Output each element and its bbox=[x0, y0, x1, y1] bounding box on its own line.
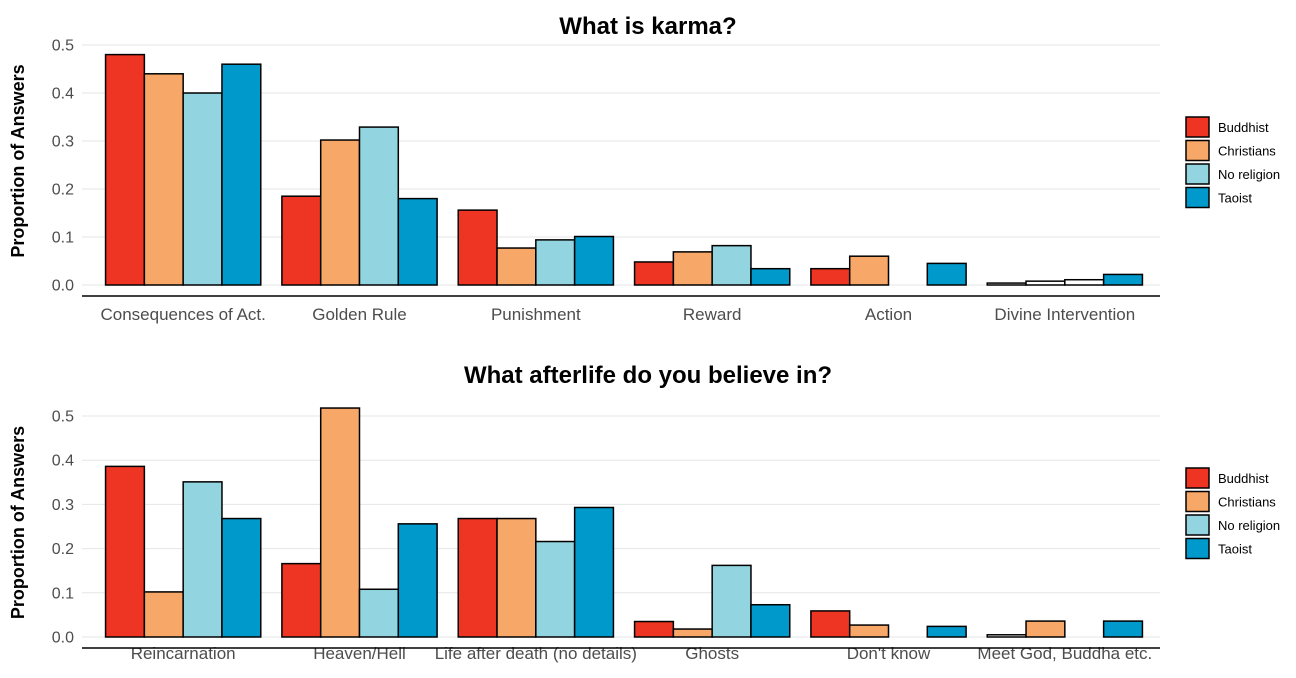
bar-reward-no-religion bbox=[711, 244, 752, 286]
x-tick-label: Consequences of Act. bbox=[100, 305, 265, 324]
legend-swatch-christians bbox=[1185, 490, 1210, 513]
bar-consequences-of-act-taoist bbox=[221, 63, 262, 286]
chart-title: What is karma? bbox=[559, 13, 736, 40]
bar-divine-intervention-taoist bbox=[1102, 273, 1144, 286]
bar-reincarnation-no-religion bbox=[182, 481, 223, 638]
y-axis-label: Proportion of Answers bbox=[8, 426, 28, 619]
legend-swatch-no-religion bbox=[1185, 163, 1210, 185]
x-tick-label: Reward bbox=[683, 305, 742, 324]
legend-swatch-taoist bbox=[1185, 537, 1210, 560]
legend-label-taoist: Taoist bbox=[1218, 542, 1252, 557]
bar-life-after-death-no-details-christians bbox=[496, 517, 537, 638]
bar-life-after-death-no-details-buddhist bbox=[457, 517, 498, 638]
y-axis-label: Proportion of Answers bbox=[8, 64, 28, 257]
bar-punishment-christians bbox=[496, 247, 537, 286]
legend-label-christians: Christians bbox=[1218, 495, 1276, 510]
x-tick-label: Heaven/Hell bbox=[313, 644, 406, 663]
bar-meet-god-buddha-etc-christians bbox=[1025, 620, 1066, 638]
chart-title: What afterlife do you believe in? bbox=[464, 362, 832, 389]
bar-golden-rule-no-religion bbox=[358, 126, 400, 286]
karma-chart: What is karma? Proportion of Answers 0.0 0.… bbox=[8, 13, 1280, 324]
bar-divine-intervention-no-religion bbox=[1064, 278, 1105, 286]
x-tick-label: Meet God, Buddha etc. bbox=[977, 644, 1152, 663]
y-tick-label: 0.2 bbox=[52, 182, 74, 199]
x-tick-label: Golden Rule bbox=[312, 305, 407, 324]
y-tick-label: 0.3 bbox=[52, 497, 74, 514]
bar-golden-rule-buddhist bbox=[281, 195, 322, 286]
legend-swatch-no-religion bbox=[1185, 514, 1210, 536]
bar-reincarnation-christians bbox=[143, 591, 184, 638]
legend-label-buddhist: Buddhist bbox=[1218, 471, 1269, 486]
bar-action-christians bbox=[848, 255, 890, 286]
x-tick-label: Life after death (no details) bbox=[435, 644, 637, 663]
legend-swatch-christians bbox=[1185, 139, 1210, 162]
legend-label-no-religion: No religion bbox=[1218, 518, 1280, 533]
bar-ghosts-taoist bbox=[750, 603, 791, 638]
bar-meet-god-buddha-etc-buddhist bbox=[986, 634, 1027, 638]
x-tick-label: Ghosts bbox=[685, 644, 739, 663]
y-tick-label: 0.2 bbox=[52, 541, 74, 558]
y-tick-label: 0.1 bbox=[52, 230, 74, 247]
bar-punishment-taoist bbox=[573, 235, 615, 286]
y-tick-label: 0.0 bbox=[52, 278, 74, 295]
bar-heaven-hell-buddhist bbox=[281, 562, 322, 638]
bar-reincarnation-buddhist bbox=[104, 465, 146, 638]
bar-consequences-of-act-no-religion bbox=[182, 92, 223, 286]
bar-ghosts-no-religion bbox=[711, 564, 752, 638]
legend-swatch-buddhist bbox=[1185, 467, 1210, 489]
bar-life-after-death-no-details-no-religion bbox=[535, 540, 576, 638]
bar-punishment-buddhist bbox=[457, 209, 498, 286]
y-tick-label: 0.5 bbox=[52, 409, 74, 426]
bar-don-t-know-buddhist bbox=[810, 610, 851, 638]
bar-heaven-hell-christians bbox=[319, 407, 361, 638]
bar-ghosts-buddhist bbox=[633, 620, 675, 638]
bar-reward-taoist bbox=[750, 267, 791, 286]
legend-label-taoist: Taoist bbox=[1218, 191, 1252, 206]
bar-golden-rule-taoist bbox=[397, 197, 438, 286]
legend-swatch-buddhist bbox=[1185, 116, 1210, 138]
bar-reward-buddhist bbox=[633, 261, 675, 286]
bar-meet-god-buddha-etc-taoist bbox=[1102, 620, 1144, 638]
bar-life-after-death-no-details-taoist bbox=[573, 506, 615, 638]
legend-label-christians: Christians bbox=[1218, 144, 1276, 159]
bar-heaven-hell-no-religion bbox=[358, 588, 400, 638]
x-tick-label: Don't know bbox=[847, 644, 931, 663]
bar-heaven-hell-taoist bbox=[397, 523, 438, 638]
bar-consequences-of-act-buddhist bbox=[104, 53, 146, 286]
bar-don-t-know-taoist bbox=[926, 625, 967, 638]
y-tick-label: 0.1 bbox=[52, 585, 74, 602]
bar-golden-rule-christians bbox=[319, 139, 361, 286]
bar-divine-intervention-buddhist bbox=[986, 282, 1027, 286]
bar-divine-intervention-christians bbox=[1025, 280, 1066, 286]
legend-label-buddhist: Buddhist bbox=[1218, 120, 1269, 135]
x-tick-label: Action bbox=[865, 305, 912, 324]
bar-reward-christians bbox=[672, 251, 713, 286]
bar-ghosts-christians bbox=[672, 628, 713, 638]
y-tick-label: 0.5 bbox=[52, 38, 74, 55]
y-tick-label: 0.4 bbox=[52, 86, 74, 103]
bar-consequences-of-act-christians bbox=[143, 73, 184, 286]
bar-punishment-no-religion bbox=[535, 239, 576, 286]
legend-swatch-taoist bbox=[1185, 186, 1210, 209]
y-tick-label: 0.0 bbox=[52, 630, 74, 647]
bar-action-buddhist bbox=[810, 267, 851, 286]
afterlife-chart: What afterlife do you believe in? Proport… bbox=[8, 362, 1280, 663]
y-tick-label: 0.3 bbox=[52, 134, 74, 151]
bar-action-taoist bbox=[926, 262, 967, 286]
bar-don-t-know-christians bbox=[848, 624, 890, 638]
y-tick-label: 0.4 bbox=[52, 453, 74, 470]
x-tick-label: Punishment bbox=[491, 305, 581, 324]
bar-reincarnation-taoist bbox=[221, 517, 262, 638]
legend-label-no-religion: No religion bbox=[1218, 167, 1280, 182]
x-tick-label: Reincarnation bbox=[131, 644, 236, 663]
x-tick-label: Divine Intervention bbox=[994, 305, 1135, 324]
